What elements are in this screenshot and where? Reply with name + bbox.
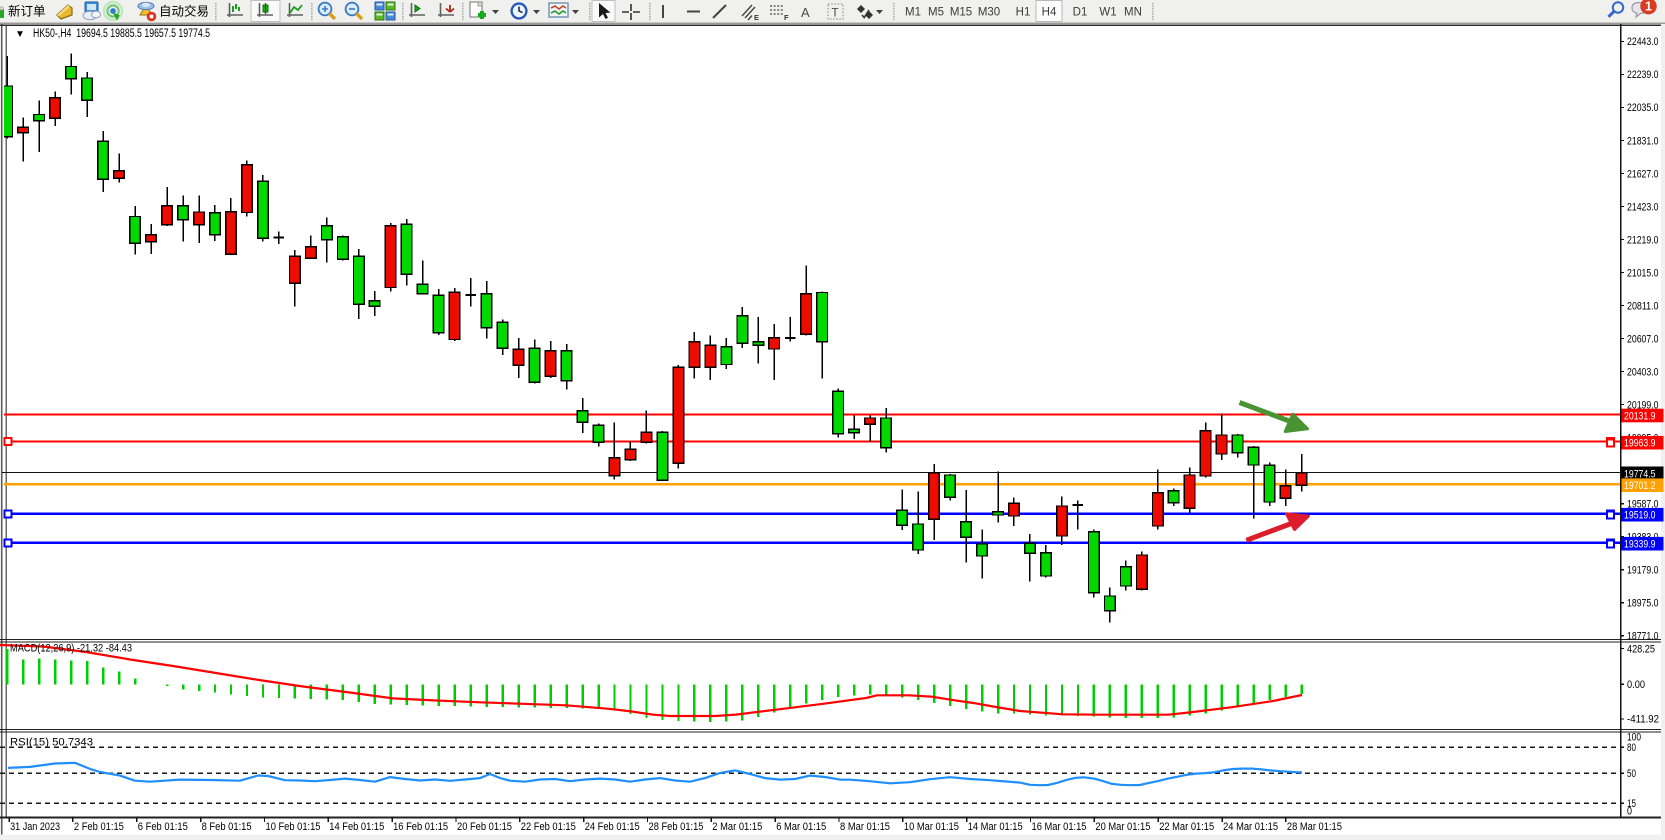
svg-text:H1: H1	[1016, 7, 1031, 19]
svg-text:-411.92: -411.92	[1627, 714, 1659, 726]
svg-text:18975.0: 18975.0	[1627, 598, 1659, 610]
svg-text:21831.0: 21831.0	[1627, 135, 1659, 147]
svg-text:E: E	[754, 13, 759, 22]
svg-text:21015.0: 21015.0	[1627, 267, 1659, 279]
svg-text:▼: ▼	[15, 29, 25, 40]
svg-text:M30: M30	[978, 7, 1000, 19]
svg-text:19339.9: 19339.9	[1624, 539, 1656, 551]
svg-text:21627.0: 21627.0	[1627, 168, 1659, 180]
svg-text:100: 100	[1627, 731, 1641, 743]
svg-text:15: 15	[1627, 798, 1636, 810]
svg-text:14 Feb 01:15: 14 Feb 01:15	[329, 821, 384, 833]
svg-text:24 Mar 01:15: 24 Mar 01:15	[1223, 821, 1278, 833]
svg-text:HK50-,H4 19694.5 19885.5 1965: HK50-,H4 19694.5 19885.5 19657.5 19774.5	[33, 28, 210, 40]
svg-text:0.00: 0.00	[1627, 679, 1645, 691]
svg-text:28 Mar 01:15: 28 Mar 01:15	[1287, 821, 1342, 833]
svg-text:10 Feb 01:15: 10 Feb 01:15	[266, 821, 321, 833]
svg-text:21219.0: 21219.0	[1627, 234, 1659, 246]
svg-text:19701.2: 19701.2	[1624, 480, 1656, 492]
svg-text:31 Jan 2023: 31 Jan 2023	[10, 821, 60, 833]
svg-text:自动交易: 自动交易	[159, 4, 209, 19]
svg-text:80: 80	[1627, 742, 1636, 754]
svg-text:8 Feb 01:15: 8 Feb 01:15	[202, 821, 252, 833]
svg-text:M1: M1	[905, 7, 921, 19]
svg-text:22 Feb 01:15: 22 Feb 01:15	[521, 821, 576, 833]
svg-text:10 Mar 01:15: 10 Mar 01:15	[904, 821, 959, 833]
svg-text:428.25: 428.25	[1627, 643, 1655, 655]
svg-text:D1: D1	[1073, 7, 1088, 19]
svg-text:2 Mar 01:15: 2 Mar 01:15	[712, 821, 762, 833]
svg-text:22239.0: 22239.0	[1627, 69, 1659, 81]
svg-text:20131.9: 20131.9	[1624, 411, 1656, 423]
svg-text:16 Feb 01:15: 16 Feb 01:15	[393, 821, 448, 833]
svg-text:21423.0: 21423.0	[1627, 201, 1659, 213]
svg-text:19963.9: 19963.9	[1624, 438, 1656, 450]
svg-text:19587.0: 19587.0	[1627, 499, 1659, 511]
svg-text:RSI(15) 50.7343: RSI(15) 50.7343	[10, 737, 93, 749]
svg-text:50: 50	[1627, 768, 1636, 780]
svg-text:MN: MN	[1124, 7, 1142, 19]
svg-text:0: 0	[1627, 805, 1632, 817]
svg-text:19774.5: 19774.5	[1624, 468, 1656, 480]
svg-text:H4: H4	[1042, 7, 1057, 19]
svg-text:22035.0: 22035.0	[1627, 102, 1659, 114]
svg-text:22 Mar 01:15: 22 Mar 01:15	[1159, 821, 1214, 833]
svg-text:6 Mar 01:15: 6 Mar 01:15	[776, 821, 826, 833]
svg-text:20 Feb 01:15: 20 Feb 01:15	[457, 821, 512, 833]
svg-text:18771.0: 18771.0	[1627, 631, 1659, 643]
svg-text:28 Feb 01:15: 28 Feb 01:15	[649, 821, 704, 833]
svg-text:20 Mar 01:15: 20 Mar 01:15	[1095, 821, 1150, 833]
svg-text:2 Feb 01:15: 2 Feb 01:15	[74, 821, 124, 833]
svg-text:T: T	[832, 8, 839, 20]
svg-text:M15: M15	[950, 7, 972, 19]
svg-text:新订单: 新订单	[8, 4, 46, 19]
svg-text:22443.0: 22443.0	[1627, 36, 1659, 48]
svg-text:8 Mar 01:15: 8 Mar 01:15	[840, 821, 890, 833]
svg-text:24 Feb 01:15: 24 Feb 01:15	[585, 821, 640, 833]
svg-text:MACD(12,26,9) -21.32 -84.43: MACD(12,26,9) -21.32 -84.43	[10, 643, 132, 655]
svg-text:14 Mar 01:15: 14 Mar 01:15	[968, 821, 1023, 833]
svg-text:19179.0: 19179.0	[1627, 565, 1659, 577]
svg-text:20811.0: 20811.0	[1627, 300, 1659, 312]
svg-text:1: 1	[1645, 0, 1652, 14]
svg-text:M5: M5	[928, 7, 944, 19]
svg-text:6 Feb 01:15: 6 Feb 01:15	[138, 821, 188, 833]
svg-text:20403.0: 20403.0	[1627, 366, 1659, 378]
svg-text:F: F	[784, 13, 789, 22]
svg-text:19519.0: 19519.0	[1624, 510, 1656, 522]
svg-text:W1: W1	[1099, 7, 1116, 19]
svg-text:A: A	[801, 5, 810, 20]
svg-text:16 Mar 01:15: 16 Mar 01:15	[1032, 821, 1087, 833]
svg-text:20199.0: 20199.0	[1627, 399, 1659, 411]
svg-text:20607.0: 20607.0	[1627, 333, 1659, 345]
